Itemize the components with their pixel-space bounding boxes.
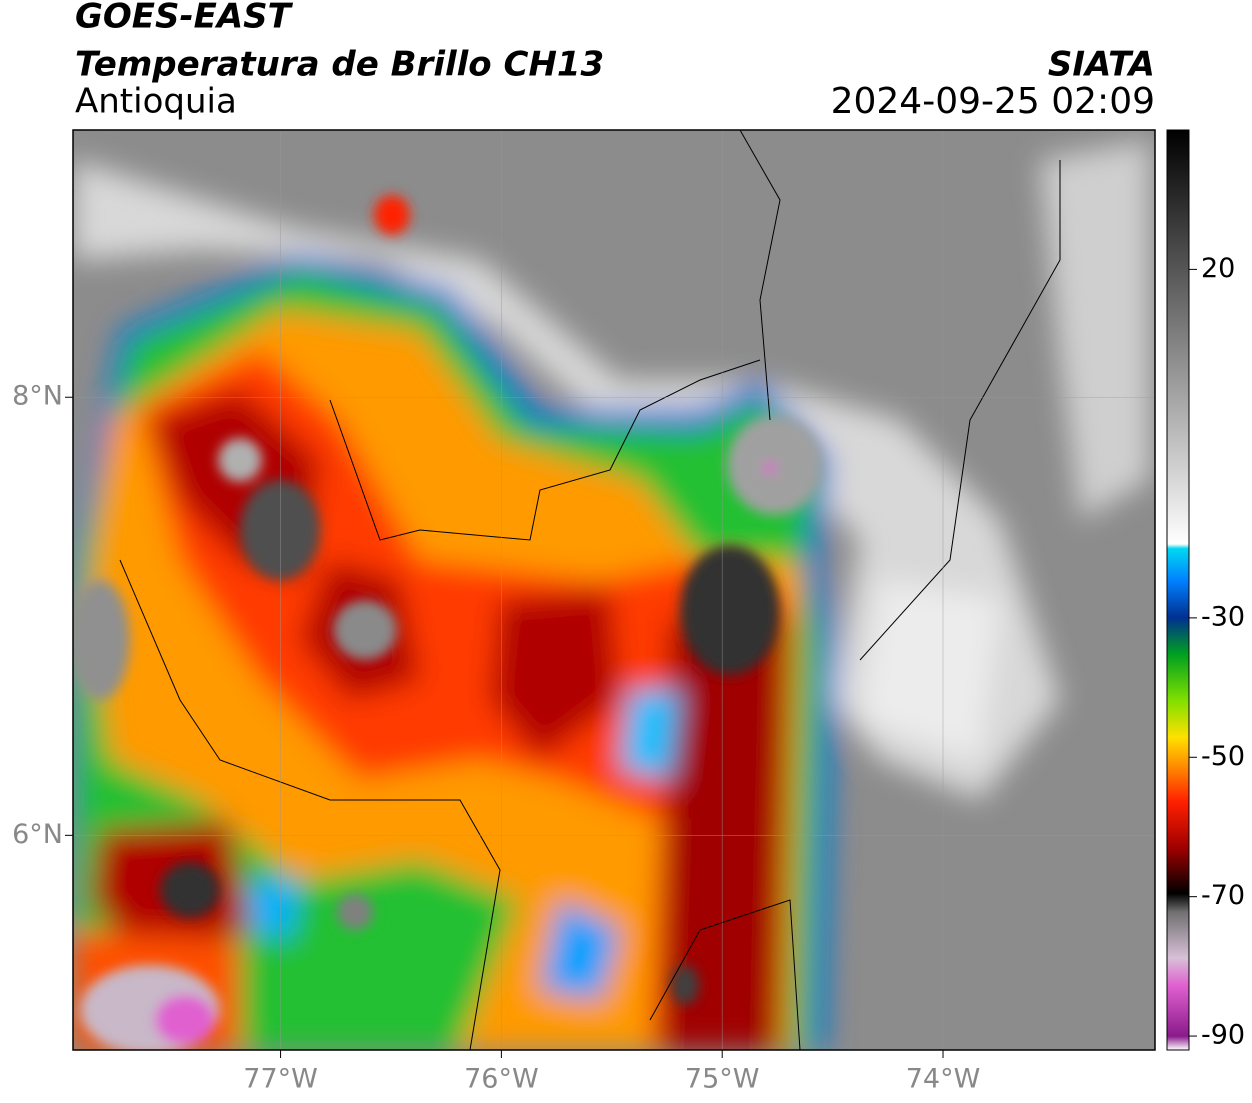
satellite-image [73, 130, 1155, 1050]
colorbar-tick-label: 20 [1201, 253, 1235, 284]
colorbar-tick-label: -30 [1201, 601, 1245, 632]
colorbar [1166, 129, 1190, 1051]
product-title: Temperatura de Brillo CH13 [75, 45, 604, 85]
boundaries [119, 130, 1061, 1050]
x-tick-label: 76°W [464, 1064, 539, 1095]
y-tick-label: 8°N [12, 381, 63, 412]
x-tick-label: 75°W [685, 1064, 760, 1095]
grid [73, 130, 1155, 1050]
x-tick-label: 74°W [906, 1064, 981, 1095]
region: Antioquia [75, 82, 237, 122]
colorbar-tick-label: -90 [1201, 1020, 1245, 1051]
satellite-title: GOES-EAST [75, 0, 294, 37]
x-tick-label: 77°W [243, 1064, 318, 1095]
map-frame [72, 129, 1156, 1051]
y-tick-label: 6°N [12, 819, 63, 850]
colorbar-tick-label: -50 [1201, 741, 1245, 772]
datetime: 2024-09-25 02:09 [831, 81, 1155, 122]
source: SIATA [1048, 45, 1155, 85]
colorbar-tick-label: -70 [1201, 880, 1245, 911]
